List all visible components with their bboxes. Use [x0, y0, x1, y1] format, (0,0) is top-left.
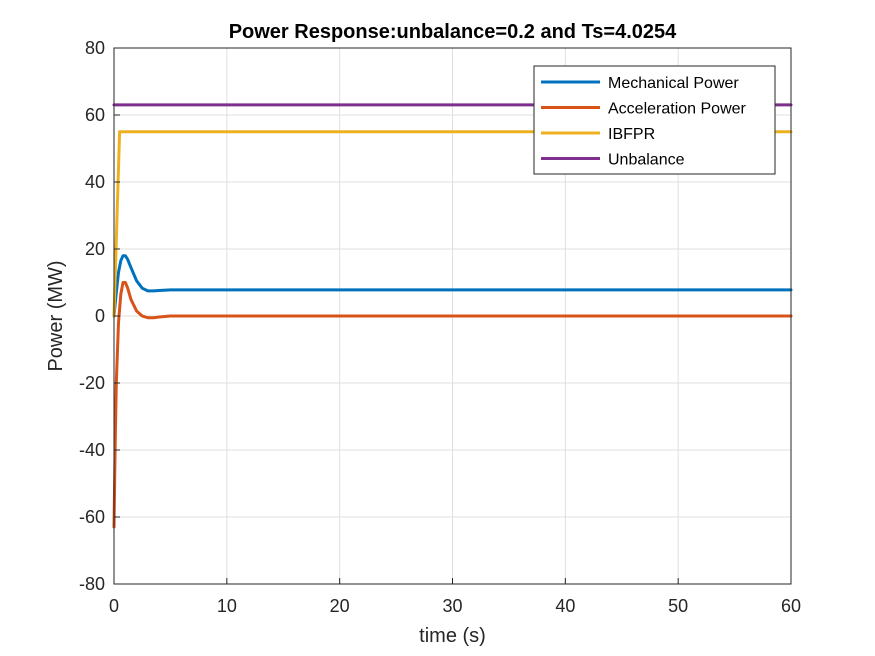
y-tick-label: -80 — [79, 574, 105, 594]
x-tick-label: 50 — [668, 596, 688, 616]
x-tick-label: 30 — [442, 596, 462, 616]
y-tick-label: 80 — [85, 38, 105, 58]
y-tick-label: 0 — [95, 306, 105, 326]
x-tick-label: 10 — [217, 596, 237, 616]
y-axis-ticks: -80 -60 -40 -20 0 20 40 60 80 — [79, 38, 120, 594]
legend-box — [533, 65, 776, 175]
y-axis-label: Power (MW) — [45, 260, 67, 371]
y-tick-label: -60 — [79, 507, 105, 527]
x-tick-label: 0 — [109, 596, 119, 616]
x-axis-label: time (s) — [419, 625, 486, 647]
y-tick-label: 40 — [85, 172, 105, 192]
legend-entry: IBFPR — [608, 126, 655, 143]
x-tick-label: 40 — [555, 596, 575, 616]
legend-entry: Unbalance — [608, 152, 685, 169]
y-tick-label: 60 — [85, 105, 105, 125]
legend-entry: Acceleration Power — [608, 101, 747, 118]
legend-entry: Mechanical Power — [608, 75, 739, 92]
chart-title: Power Response:unbalance=0.2 and Ts=4.02… — [229, 21, 677, 43]
series-line-mechanical-power — [112, 254, 793, 318]
series-line-acceleration-power — [112, 281, 793, 529]
x-axis-ticks: 0 10 20 30 40 50 60 — [109, 578, 801, 616]
x-tick-label: 60 — [781, 596, 801, 616]
y-tick-label: -40 — [79, 440, 105, 460]
legend: Mechanical Power Acceleration Power IBFPR U… — [533, 65, 776, 175]
y-tick-label: 20 — [85, 239, 105, 259]
y-tick-label: -20 — [79, 373, 105, 393]
x-tick-label: 20 — [330, 596, 350, 616]
